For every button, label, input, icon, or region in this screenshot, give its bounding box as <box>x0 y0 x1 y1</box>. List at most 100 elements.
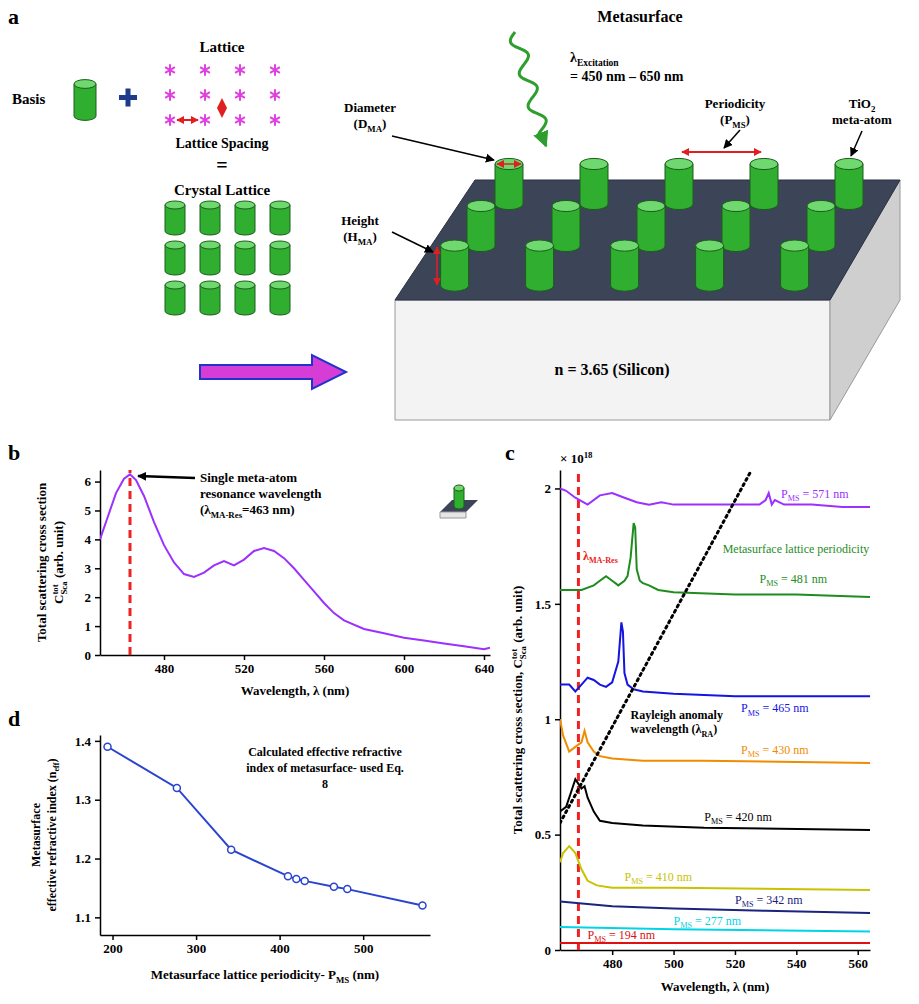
arrow <box>392 136 494 160</box>
meta-atom <box>835 158 863 209</box>
lattice-point <box>270 64 280 75</box>
text-run: C <box>51 595 66 604</box>
meta-atom <box>495 158 523 209</box>
data-point <box>284 873 291 880</box>
data-point <box>293 876 300 883</box>
arrow <box>682 151 761 153</box>
tick-label: 1 <box>545 712 552 727</box>
text-run: Metasurface lattice periodicity- P <box>151 967 336 982</box>
subscript: MS <box>742 900 754 909</box>
subscript: MS <box>711 817 723 826</box>
tick-mark <box>95 917 100 919</box>
series-label: PMS = 465 nm <box>741 701 809 717</box>
tick-label: 4 <box>85 532 92 547</box>
label: Calculated effective refractive <box>248 745 402 759</box>
tick: 480 <box>603 950 623 971</box>
label: resonance wavelength <box>200 486 322 501</box>
meta-atom-body <box>807 206 835 252</box>
plus-bar <box>126 89 131 107</box>
meta-atom <box>467 200 495 251</box>
subscript: Sca <box>518 645 528 659</box>
text-run: Lattice <box>200 39 245 55</box>
meta-atom <box>200 281 220 315</box>
meta-atom-top <box>781 240 809 251</box>
subscript: MS <box>631 877 643 886</box>
lattice-point <box>165 89 175 100</box>
tick: 1.4 <box>75 734 100 749</box>
text-run: = 430 nm <box>760 743 810 757</box>
subscript: MS <box>748 750 760 759</box>
tick-label: 600 <box>395 661 415 676</box>
subscript: eff <box>52 762 61 771</box>
meta-atom-top <box>552 200 580 211</box>
text-run: wavelength (λ <box>631 722 702 736</box>
rayleigh-label: Rayleigh anomaly <box>631 708 723 722</box>
lattice-point <box>270 89 280 100</box>
label: Wavelength, λ (nm) <box>661 979 770 994</box>
axis-line <box>100 471 102 656</box>
lattice-point <box>235 64 245 75</box>
meta-atom-top <box>165 201 185 209</box>
label: 8 <box>322 777 328 791</box>
tick: 1 <box>545 712 561 727</box>
tick: 520 <box>726 950 746 971</box>
label: effective refractive index (neff) <box>45 758 61 911</box>
plot-area <box>560 470 870 950</box>
tick: 6 <box>85 474 101 489</box>
spectrum-line <box>560 622 870 696</box>
text-run: Total scattering cross section, C <box>510 659 525 834</box>
tick-label: 300 <box>187 941 207 956</box>
label: Total scattering cross section, CtotSca … <box>509 586 528 835</box>
label: TiO2 <box>849 96 876 114</box>
tick-mark <box>95 799 100 801</box>
meta-atom <box>270 241 290 275</box>
meta-atom-top <box>235 281 255 289</box>
subscript: RA <box>701 730 713 739</box>
meta-atom-top <box>580 158 608 169</box>
subscript: MS <box>680 921 692 930</box>
lattice-point <box>235 89 245 100</box>
label: (PMS) <box>720 112 750 130</box>
tick-label: 400 <box>270 941 290 956</box>
text-run: Lattice Spacing <box>176 136 269 151</box>
tick: 0.5 <box>535 827 560 842</box>
spectrum-line <box>560 719 870 763</box>
meta-atom-top <box>165 241 185 249</box>
meta-atom <box>270 201 290 235</box>
lattice-point <box>165 64 175 75</box>
tick-label: 6 <box>85 474 92 489</box>
tick-mark <box>555 488 560 490</box>
meta-atom-top <box>235 201 255 209</box>
text-run: ) <box>372 229 376 244</box>
meta-atom <box>696 240 724 291</box>
tick: 400 <box>270 935 290 956</box>
meta-atom-top <box>235 241 255 249</box>
tick-mark <box>796 950 798 955</box>
label: (λMA-Res=463 nm) <box>200 502 295 520</box>
meta-atom <box>526 240 554 291</box>
tick-label: 0 <box>545 943 552 958</box>
tick-mark <box>735 950 737 955</box>
text-run: Height <box>341 213 379 228</box>
tick-label: 540 <box>787 956 807 971</box>
text-run: = 342 nm <box>753 893 803 907</box>
text-run: TiO <box>849 96 871 111</box>
meta-atom <box>611 240 639 291</box>
spectrum-line <box>560 902 870 914</box>
tick-mark <box>95 597 100 599</box>
data-point <box>173 784 180 791</box>
panel-label: b <box>8 440 20 465</box>
label: (DMA) <box>354 116 387 134</box>
meta-atom-top <box>467 200 495 211</box>
tick-mark <box>673 950 675 955</box>
lattice-point <box>235 114 245 125</box>
y-title: Total scattering cross sectionCtotSca (a… <box>34 482 69 642</box>
text-run: Crystal Lattice <box>174 182 271 198</box>
lattice-point <box>200 64 210 75</box>
series-label: PMS = 342 nm <box>735 893 803 909</box>
meta-atom <box>200 241 220 275</box>
reference-line <box>129 470 132 655</box>
label: CtotSca (arb. unit) <box>50 521 69 604</box>
label: Total scattering cross section <box>34 482 49 642</box>
tick-mark <box>95 655 100 657</box>
